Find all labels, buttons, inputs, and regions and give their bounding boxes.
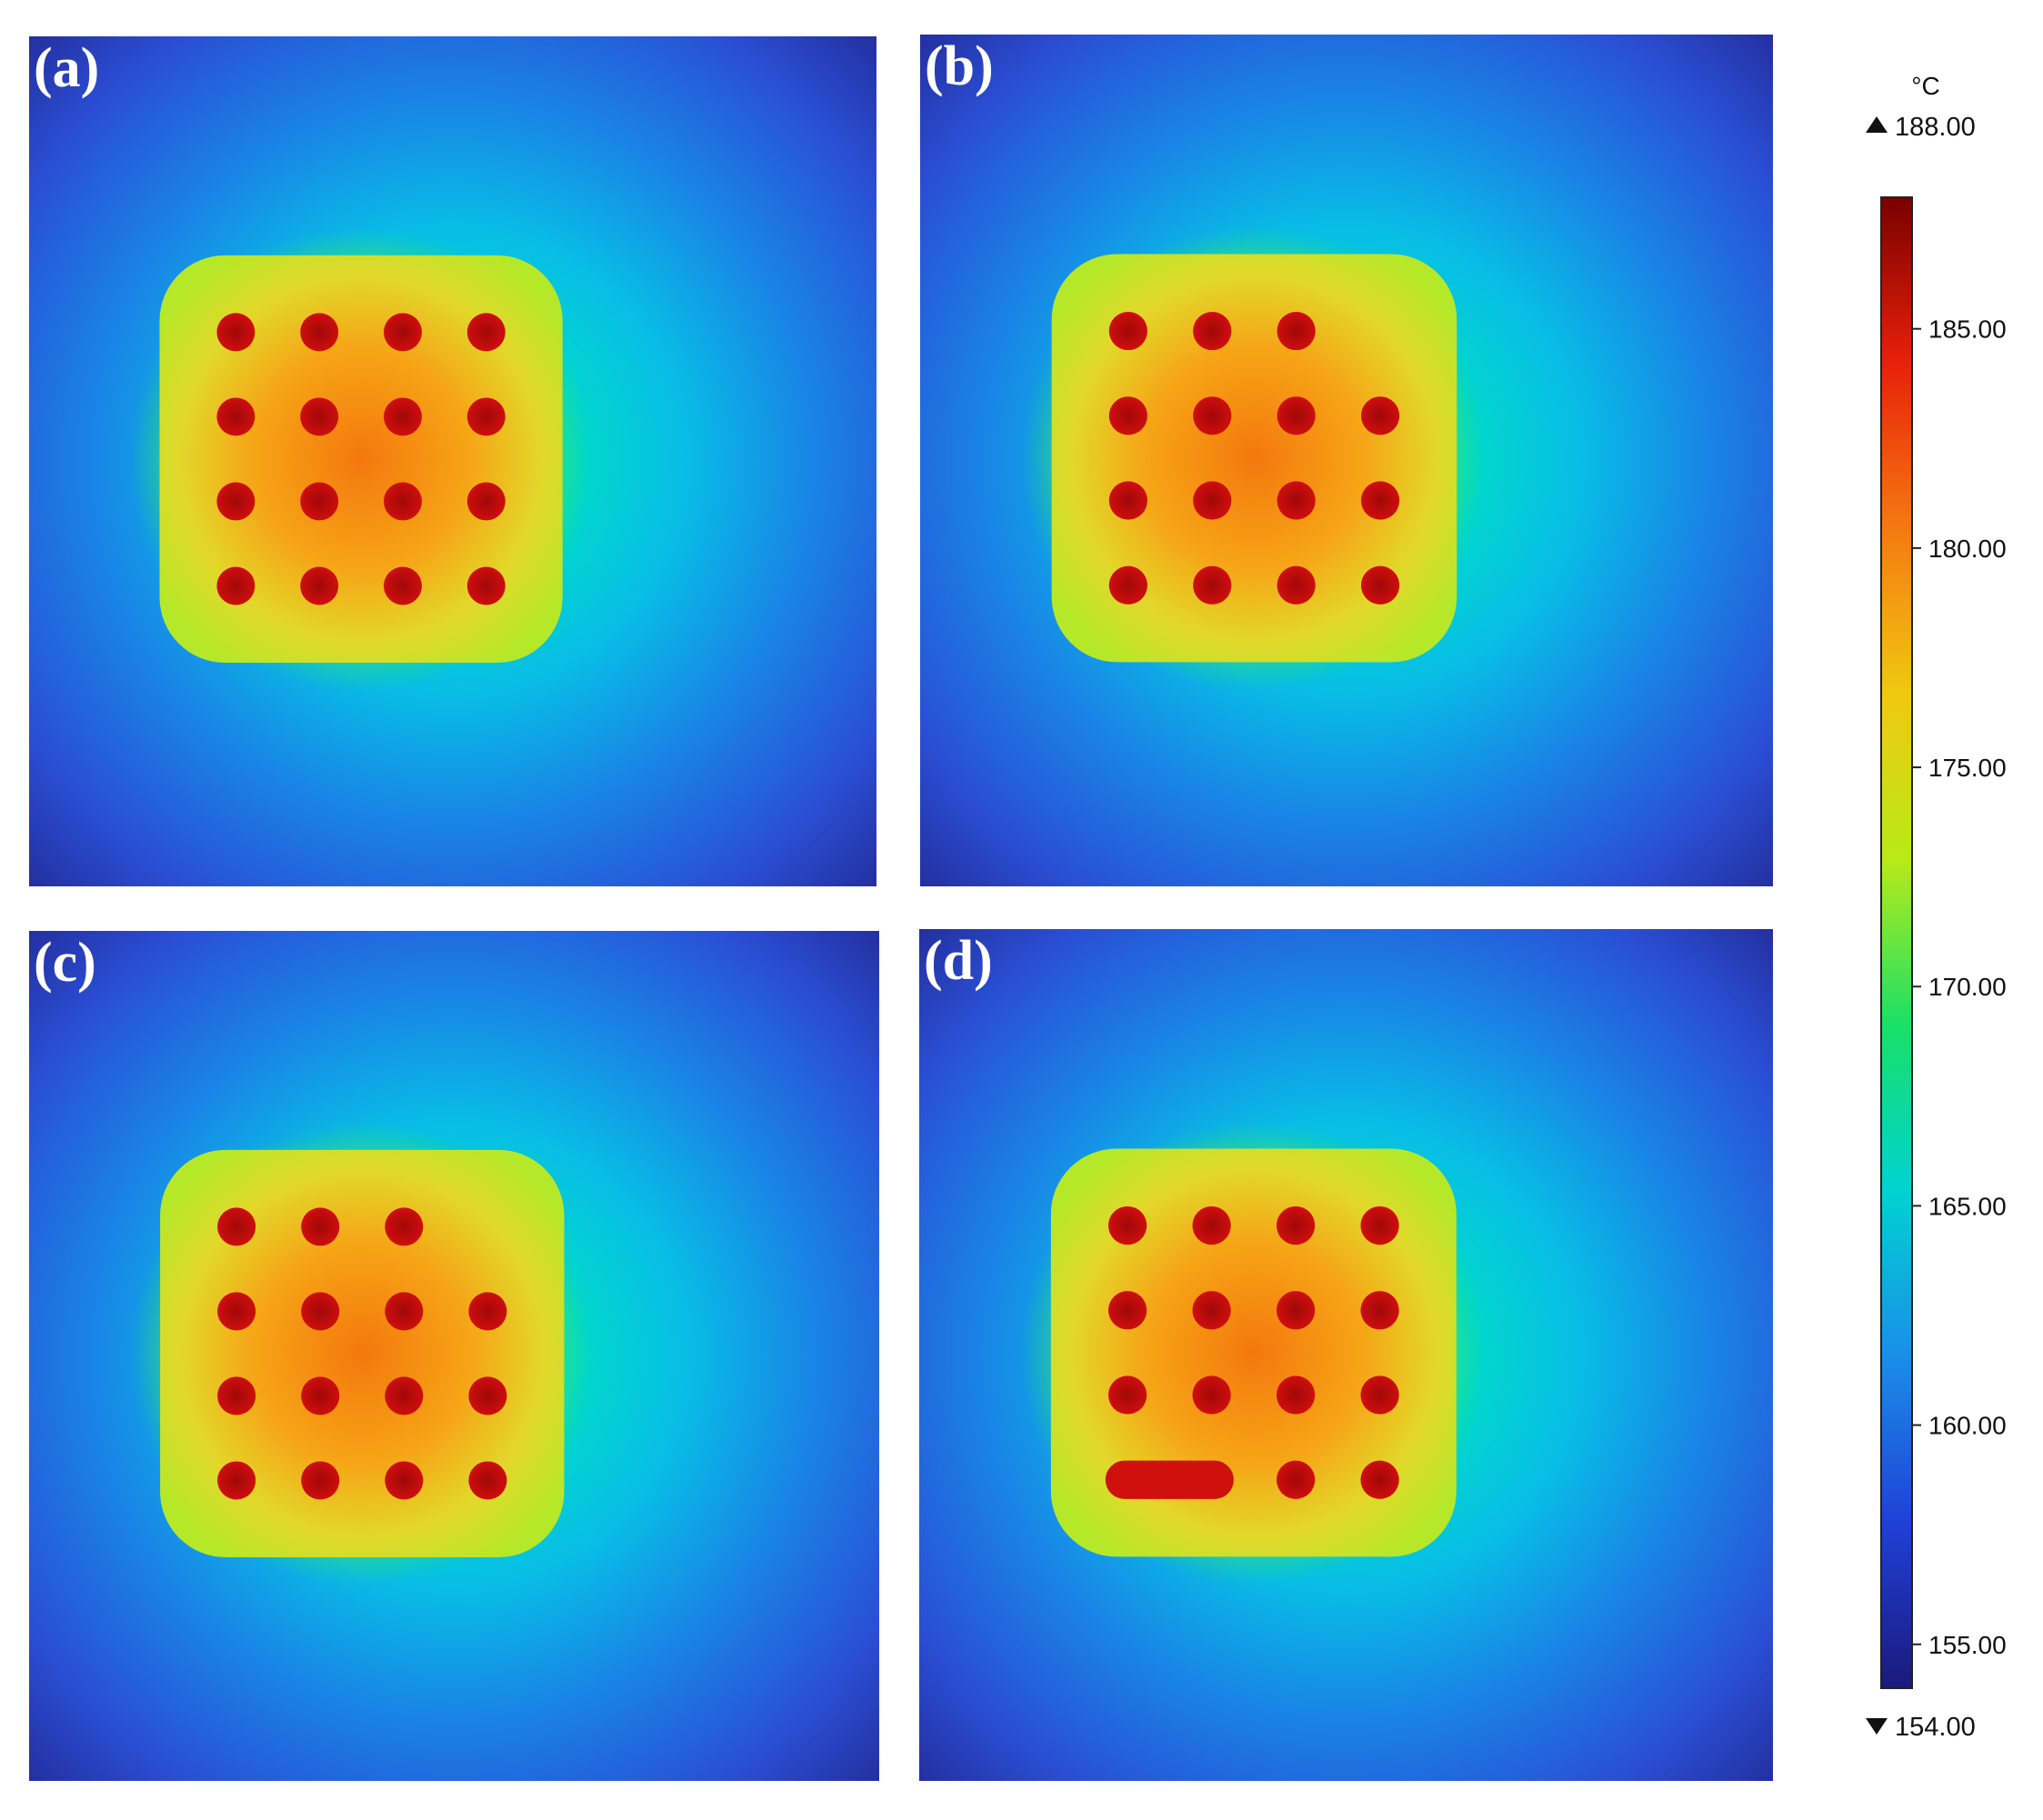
colorbar-tick-label: 170.00 [1928,973,2007,1001]
colorbar-min-label: 154.00 [1895,1713,1976,1742]
hotspot [466,566,506,605]
hotspot [468,1292,507,1331]
heatmap-panel: (d) [919,929,1773,1781]
hotspot [216,566,255,605]
hotspot [1107,1291,1147,1330]
heatmap-panel: (c) [29,931,879,1781]
hotspot [384,482,422,521]
hotspot [384,566,422,605]
hotspot [217,1376,256,1415]
hotspot [1193,481,1232,520]
hotspot [1360,1460,1399,1499]
hotspot [1277,565,1316,605]
hotspot [468,1461,507,1500]
heatmap-panel: (b) [920,35,1773,886]
hotspot [1277,481,1316,520]
panel-label: (d) [924,930,993,992]
hotspot [216,313,255,352]
hotspot [301,1376,340,1415]
hotspot [1192,1375,1231,1415]
hotspot [300,482,339,521]
min-arrow-icon [1866,1718,1888,1735]
colorbar-tick-label: 160.00 [1928,1412,2007,1440]
hotspot [384,397,422,436]
colorbar-tick-label: 185.00 [1928,315,2007,344]
hotspot [216,482,255,521]
hotspot [466,482,506,521]
hotspot [301,1292,340,1331]
hotspot [217,1207,256,1246]
colorbar: °C 188.00 185.00 180.00 175.00 170.00 165.00… [1866,72,2007,1742]
heatmap-panel: (a) [29,36,876,886]
hotspot [1108,481,1147,520]
colorbar-max-label: 188.00 [1895,113,1976,142]
hotspot [1360,1205,1399,1245]
hotspot [384,313,422,352]
hotspot [300,313,339,352]
hotspot [1108,565,1147,605]
hotspot [1108,396,1147,435]
colorbar-scale [1880,196,1913,1689]
hotspot [1108,311,1147,351]
hotspot [1192,1291,1231,1330]
hotspot [300,566,339,605]
hotspot [1360,481,1400,520]
hotspot [1107,1205,1147,1245]
hotspot [301,1207,340,1246]
hotspot [1193,396,1232,435]
hotspot [1276,1291,1316,1330]
colorbar-tick-label: 165.00 [1928,1192,2007,1220]
hotspot [385,1376,424,1415]
heat-core [159,255,563,663]
hotspot [1193,565,1232,605]
hotspot [216,397,255,436]
hotspot [1360,565,1400,605]
heat-core [1051,254,1457,663]
colorbar-unit-label: °C [1911,72,1939,100]
hotspot [466,313,506,352]
hotspot [466,397,506,436]
merged-hotspot [1105,1460,1234,1499]
hotspot [300,397,339,436]
hotspot [1193,311,1232,351]
hotspot [1360,396,1400,435]
hotspot [385,1461,424,1500]
hotspot [468,1376,507,1415]
heat-core [160,1149,565,1557]
panel-label: (a) [34,37,99,99]
hotspot [1277,396,1316,435]
hotspot [1107,1375,1147,1415]
hotspot [217,1292,256,1331]
hotspot [1192,1205,1231,1245]
colorbar-tick-label: 180.00 [1928,535,2007,563]
hotspot [385,1292,424,1331]
colorbar-tick-label: 175.00 [1928,754,2007,782]
hotspot [1360,1375,1399,1415]
hotspot [1276,1460,1316,1499]
hotspot [1276,1375,1316,1415]
colorbar-tick-label: 155.00 [1928,1631,2007,1659]
hotspot [1276,1205,1316,1245]
hotspot [1277,311,1316,351]
panel-label: (c) [34,932,96,994]
hotspot [385,1207,424,1246]
max-arrow-icon [1866,116,1888,133]
hotspot [1360,1291,1399,1330]
panel-label: (b) [925,35,994,97]
hotspot [301,1461,340,1500]
hotspot [217,1461,256,1500]
heat-core [1050,1148,1457,1557]
